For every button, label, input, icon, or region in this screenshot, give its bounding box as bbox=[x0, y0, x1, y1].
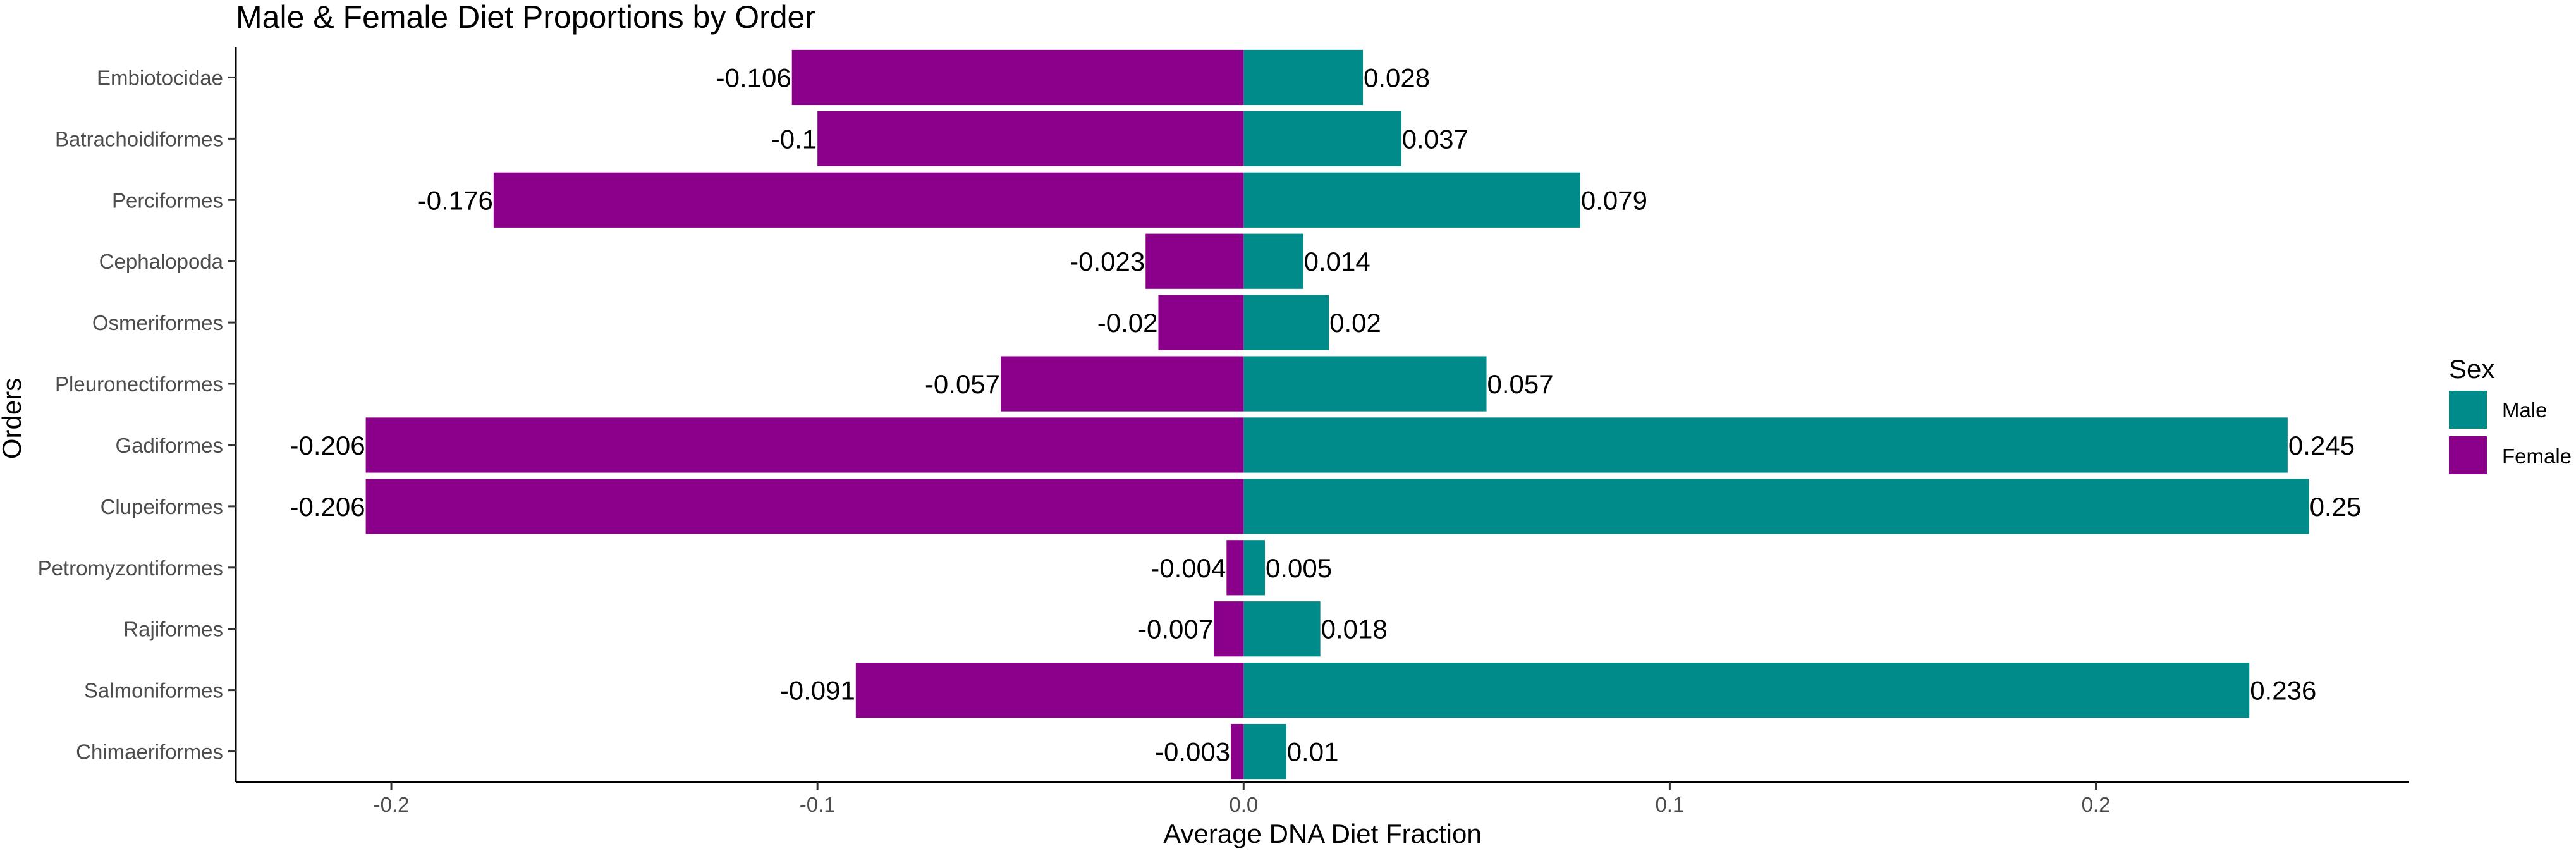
x-axis-ticks: -0.2 -0.1 0.0 0.1 0.2 bbox=[374, 782, 2111, 816]
x-tick-label: 0.2 bbox=[2082, 793, 2111, 816]
bar-female-cephalopoda bbox=[1145, 233, 1244, 289]
bar-male-petromyzontiformes bbox=[1243, 540, 1265, 596]
value-label-male-perciformes: 0.079 bbox=[1581, 185, 1647, 215]
bar-female-clupeiformes bbox=[365, 479, 1244, 534]
value-label-female-perciformes: -0.176 bbox=[418, 185, 493, 215]
value-label-female-rajiformes: -0.007 bbox=[1138, 615, 1213, 644]
bar-female-gadiformes bbox=[365, 417, 1244, 473]
bar-male-embiotocidae bbox=[1243, 49, 1364, 106]
value-label-male-batrachoidiformes: 0.037 bbox=[1402, 124, 1468, 154]
bar-female-petromyzontiformes bbox=[1226, 540, 1244, 596]
bar-female-chimaeriformes bbox=[1231, 723, 1244, 780]
bar-male-gadiformes bbox=[1243, 417, 2288, 473]
value-label-female-petromyzontiformes: -0.004 bbox=[1151, 553, 1226, 583]
chart-title: Male & Female Diet Proportions by Order bbox=[236, 0, 815, 35]
legend-key-female bbox=[2449, 436, 2487, 474]
y-tick-label-rajiformes: Rajiformes bbox=[123, 618, 223, 641]
y-tick-label-perciformes: Perciformes bbox=[112, 188, 223, 212]
value-label-male-cephalopoda: 0.014 bbox=[1304, 247, 1370, 276]
y-tick-label-clupeiformes: Clupeiformes bbox=[101, 495, 223, 518]
y-tick-label-batrachoidiformes: Batrachoidiformes bbox=[55, 127, 223, 150]
bar-male-perciformes bbox=[1243, 172, 1580, 228]
x-tick-label: -0.1 bbox=[800, 793, 836, 816]
value-label-male-embiotocidae: 0.028 bbox=[1364, 63, 1430, 92]
value-label-male-clupeiformes: 0.25 bbox=[2310, 492, 2362, 522]
y-axis-title: Orders bbox=[0, 378, 27, 459]
bar-male-salmoniformes bbox=[1243, 663, 2250, 718]
value-label-female-embiotocidae: -0.106 bbox=[716, 63, 791, 92]
bar-male-clupeiformes bbox=[1243, 479, 2309, 534]
bar-female-batrachoidiformes bbox=[817, 111, 1244, 166]
y-tick-label-cephalopoda: Cephalopoda bbox=[99, 250, 224, 273]
value-label-male-osmeriformes: 0.02 bbox=[1329, 308, 1381, 338]
value-label-male-gadiformes: 0.245 bbox=[2288, 431, 2355, 460]
bar-female-rajiformes bbox=[1214, 601, 1244, 657]
bar-female-perciformes bbox=[493, 172, 1244, 228]
y-tick-label-petromyzontiformes: Petromyzontiformes bbox=[38, 556, 223, 580]
value-label-female-osmeriformes: -0.02 bbox=[1097, 308, 1158, 338]
bar-male-cephalopoda bbox=[1243, 233, 1303, 289]
value-labels-group: 0.028 -0.106 0.037 -0.1 0.079 -0.176 0.014 -0.0… bbox=[290, 63, 2362, 766]
legend-label-female: Female bbox=[2502, 444, 2572, 468]
y-tick-label-chimaeriformes: Chimaeriformes bbox=[76, 740, 223, 764]
value-label-female-cephalopoda: -0.023 bbox=[1070, 247, 1145, 276]
x-axis-title: Average DNA Diet Fraction bbox=[1163, 819, 1481, 848]
value-label-male-salmoniformes: 0.236 bbox=[2250, 676, 2316, 706]
y-axis-ticks: Embiotocidae Batrachoidiformes Perciformes… bbox=[38, 66, 236, 764]
bar-male-osmeriformes bbox=[1243, 295, 1329, 350]
legend-label-male: Male bbox=[2502, 398, 2548, 422]
bar-male-chimaeriformes bbox=[1243, 723, 1286, 780]
value-label-male-chimaeriformes: 0.01 bbox=[1287, 737, 1339, 767]
bars-group bbox=[365, 49, 2309, 780]
x-tick-label: 0.0 bbox=[1229, 793, 1258, 816]
value-label-female-chimaeriformes: -0.003 bbox=[1155, 737, 1230, 767]
x-tick-label: -0.2 bbox=[374, 793, 410, 816]
value-label-male-pleuronectiformes: 0.057 bbox=[1487, 369, 1554, 399]
x-tick-label: 0.1 bbox=[1655, 793, 1684, 816]
bar-female-osmeriformes bbox=[1158, 295, 1244, 350]
y-tick-label-osmeriformes: Osmeriformes bbox=[92, 311, 223, 334]
y-tick-label-gadiformes: Gadiformes bbox=[115, 434, 223, 457]
bar-female-pleuronectiformes bbox=[1001, 356, 1244, 412]
value-label-male-rajiformes: 0.018 bbox=[1321, 615, 1388, 644]
legend-key-male bbox=[2449, 391, 2487, 429]
value-label-female-batrachoidiformes: -0.1 bbox=[771, 124, 817, 154]
value-label-female-salmoniformes: -0.091 bbox=[780, 676, 855, 706]
legend: Sex Male Female bbox=[2449, 354, 2572, 474]
bar-female-salmoniformes bbox=[855, 663, 1244, 718]
value-label-female-clupeiformes: -0.206 bbox=[290, 492, 365, 522]
value-label-male-petromyzontiformes: 0.005 bbox=[1266, 553, 1332, 583]
bar-male-pleuronectiformes bbox=[1243, 356, 1487, 412]
y-tick-label-salmoniformes: Salmoniformes bbox=[84, 679, 223, 702]
value-label-female-pleuronectiformes: -0.057 bbox=[925, 369, 1000, 399]
bar-female-embiotocidae bbox=[791, 49, 1244, 106]
y-tick-label-embiotocidae: Embiotocidae bbox=[97, 66, 223, 89]
value-label-female-gadiformes: -0.206 bbox=[290, 431, 365, 460]
y-tick-label-pleuronectiformes: Pleuronectiformes bbox=[55, 372, 223, 396]
bar-male-batrachoidiformes bbox=[1243, 111, 1401, 166]
legend-title: Sex bbox=[2449, 354, 2494, 384]
bar-male-rajiformes bbox=[1243, 601, 1321, 657]
